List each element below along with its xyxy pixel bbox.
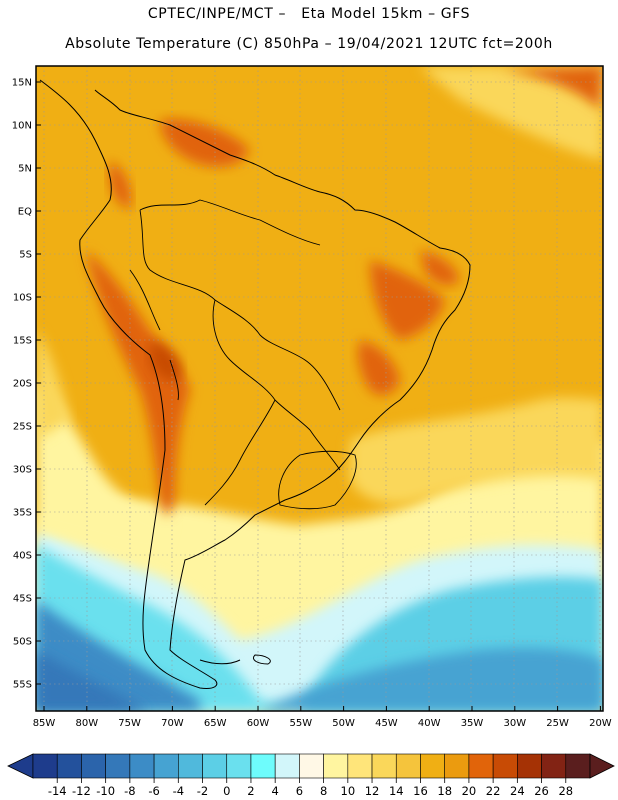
colorbar-label: -2 [197, 784, 208, 798]
colorbar-label: 4 [272, 784, 279, 798]
colorbar-left-arrow [7, 753, 34, 779]
colorbar-label: 8 [320, 784, 327, 798]
colorbar-swatch [153, 753, 179, 779]
colorbar-swatch [81, 753, 106, 779]
colorbar-swatch [129, 753, 155, 779]
lon-label: 85W [33, 718, 56, 729]
colorbar-swatch [274, 753, 300, 779]
lat-label: 10S [13, 293, 32, 304]
colorbar-swatch [226, 753, 252, 779]
lat-label: 5S [19, 250, 32, 261]
colorbar-label: 6 [296, 784, 303, 798]
lon-label: 45W [375, 718, 398, 729]
lat-label: 15N [12, 78, 32, 89]
colorbar-label: 26 [534, 784, 549, 798]
graticule [36, 66, 603, 711]
colorbar-swatch [323, 753, 349, 779]
colorbar-label: 28 [558, 784, 573, 798]
lat-label: 30S [13, 465, 32, 476]
colorbar-label: -8 [124, 784, 135, 798]
temperature-field [36, 66, 603, 711]
lon-label: 55W [289, 718, 312, 729]
colorbar-swatch [444, 753, 470, 779]
lat-label: 35S [13, 508, 32, 519]
lat-label: 55S [13, 680, 32, 691]
colorbar-label: -12 [72, 784, 91, 798]
lon-label: 40W [418, 718, 441, 729]
lon-label: 70W [161, 718, 184, 729]
colorbar-swatch [371, 753, 397, 779]
lat-label: 10N [12, 121, 32, 132]
lat-label: 5N [18, 164, 32, 175]
lon-label: 25W [546, 718, 569, 729]
colorbar-label: 12 [365, 784, 380, 798]
colorbar-label: 0 [223, 784, 230, 798]
lon-label: 75W [118, 718, 141, 729]
colorbar-swatch [105, 753, 131, 779]
colorbar-label: 18 [437, 784, 452, 798]
colorbar-label: -10 [96, 784, 115, 798]
colorbar-swatch [347, 753, 373, 779]
lat-label: 40S [13, 551, 32, 562]
map-frame [35, 65, 604, 712]
colorbar-label: 20 [462, 784, 477, 798]
colorbar-swatch [250, 753, 276, 779]
colorbar-swatch [541, 753, 567, 779]
colorbar-swatch [420, 753, 445, 779]
colorbar-swatch [517, 753, 542, 779]
lon-label: 60W [247, 718, 270, 729]
country-borders [129, 199, 357, 510]
colorbar-label: -6 [148, 784, 159, 798]
coastlines [39, 79, 471, 689]
colorbar-swatch [299, 753, 324, 779]
title-line-1: CPTEC/INPE/MCT – Eta Model 15km – GFS [147, 6, 471, 22]
colorbar-label: 22 [486, 784, 501, 798]
colorbar-label: 24 [510, 784, 525, 798]
colorbar: -14 -12 -10 -8 -6 -4 -2 0 2 4 6 8 10 12 14 16 18 20 22 24 26… [7, 753, 615, 798]
lat-label: EQ [18, 207, 32, 218]
lon-label: 65W [204, 718, 227, 729]
colorbar-swatch [565, 753, 591, 779]
lon-label: 35W [461, 718, 484, 729]
colorbar-right-arrow [589, 753, 615, 779]
colorbar-swatch [178, 753, 203, 779]
lon-label: 80W [75, 718, 98, 729]
colorbar-label: 10 [341, 784, 356, 798]
lat-label: 20S [13, 379, 32, 390]
colorbar-swatch [468, 753, 494, 779]
colorbar-swatch [395, 753, 421, 779]
colorbar-label: -14 [48, 784, 67, 798]
lon-label: 20W [589, 718, 612, 729]
colorbar-label: 14 [389, 784, 404, 798]
colorbar-label: -4 [173, 784, 184, 798]
lat-label: 15S [13, 336, 32, 347]
lat-label: 25S [13, 422, 32, 433]
latitude-axis: 15N 10N 5N EQ 5S 10S 15S 20S 25S 30S 35S 40S 45S 50S 5… [12, 78, 41, 691]
colorbar-label: 2 [247, 784, 254, 798]
lat-label: 50S [13, 637, 32, 648]
colorbar-label: 16 [413, 784, 428, 798]
lon-label: 30W [503, 718, 526, 729]
colorbar-swatch [202, 753, 228, 779]
lat-label: 45S [13, 594, 32, 605]
title-line-2: Absolute Temperature (C) 850hPa – 19/04/… [65, 36, 553, 52]
colorbar-swatch [32, 753, 58, 779]
colorbar-swatch [56, 753, 82, 779]
colorbar-swatch [492, 753, 518, 779]
longitude-axis: 85W 80W 75W 70W 65W 60W 55W 50W 45W 40W 35W 30W 25W 2… [33, 706, 612, 729]
lon-label: 50W [332, 718, 355, 729]
